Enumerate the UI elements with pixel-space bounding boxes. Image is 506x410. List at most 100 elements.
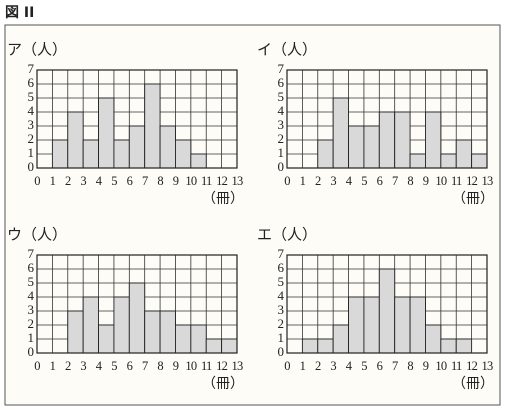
- y-tick-label: 0: [278, 159, 285, 174]
- y-tick-label: 6: [278, 75, 285, 90]
- x-tick-label: 6: [377, 359, 383, 373]
- bar: [175, 324, 192, 354]
- bar: [394, 296, 411, 354]
- bar: [113, 139, 130, 169]
- bar: [113, 296, 130, 354]
- y-tick-label: 1: [278, 145, 285, 160]
- bar: [409, 153, 426, 169]
- x-tick-label: 3: [80, 174, 86, 188]
- bar: [98, 324, 115, 354]
- x-tick-label: 4: [346, 359, 353, 373]
- x-tick-label: 11: [201, 359, 212, 373]
- plot-frame: [36, 69, 238, 169]
- x-tick-label: 2: [315, 174, 321, 188]
- bar: [301, 338, 319, 354]
- y-tick-label: 5: [278, 89, 285, 104]
- y-tick-label: 2: [28, 131, 35, 146]
- bar: [394, 111, 411, 169]
- bar: [440, 338, 457, 354]
- bar: [363, 125, 380, 169]
- x-tick-label: 10: [185, 359, 196, 373]
- x-tick-label: 12: [466, 359, 477, 373]
- y-tick-label: 4: [278, 288, 285, 303]
- y-tick-label: 3: [278, 302, 285, 317]
- bar: [159, 125, 176, 169]
- y-tick-label: 3: [278, 117, 285, 132]
- y-tick-label: 1: [28, 145, 35, 160]
- y-tick-label: 1: [278, 330, 285, 345]
- y-tick-label: 6: [28, 260, 35, 275]
- x-axis-label: （冊）: [452, 376, 494, 392]
- y-axis-label: イ（人）: [257, 41, 317, 59]
- x-tick-label: 9: [423, 359, 429, 373]
- bar: [221, 338, 238, 354]
- x-tick-label: 12: [466, 174, 477, 188]
- bar: [378, 111, 396, 169]
- bar: [190, 153, 207, 169]
- y-tick-label: 5: [28, 89, 35, 104]
- y-tick-label: 4: [278, 103, 285, 118]
- y-tick-label: 2: [28, 316, 35, 331]
- y-tick-label: 0: [278, 344, 285, 359]
- x-tick-label: 5: [361, 174, 367, 188]
- x-tick-label: 1: [50, 359, 56, 373]
- x-tick-label: 10: [185, 174, 196, 188]
- bar: [51, 139, 69, 169]
- bar: [332, 324, 349, 354]
- bar: [98, 97, 115, 169]
- y-tick-label: 3: [28, 117, 35, 132]
- x-tick-label: 5: [111, 174, 117, 188]
- x-tick-label: 12: [216, 174, 227, 188]
- y-axis-label: ア（人）: [7, 41, 67, 59]
- y-tick-label: 2: [278, 131, 285, 146]
- x-tick-label: 4: [96, 359, 103, 373]
- bar: [317, 139, 334, 169]
- y-axis-label: エ（人）: [257, 226, 317, 244]
- y-tick-label: 4: [28, 103, 35, 118]
- x-tick-label: 2: [65, 359, 71, 373]
- x-tick-label: 11: [201, 174, 212, 188]
- y-tick-label: 5: [28, 274, 35, 289]
- bar: [348, 296, 365, 354]
- y-axis-label: ウ（人）: [7, 226, 67, 244]
- x-tick-label: 8: [157, 359, 163, 373]
- y-tick-label: 6: [278, 260, 285, 275]
- bar: [425, 324, 442, 354]
- x-tick-label: 13: [232, 174, 243, 188]
- x-axis-label: （冊）: [202, 191, 244, 207]
- x-tick-label: 7: [392, 174, 398, 188]
- bar: [190, 324, 207, 354]
- x-tick-label: 1: [300, 174, 306, 188]
- x-tick-label: 5: [361, 359, 367, 373]
- y-tick-label: 3: [28, 302, 35, 317]
- bar: [144, 83, 161, 169]
- x-tick-label: 10: [435, 359, 446, 373]
- x-axis-label: （冊）: [452, 191, 494, 207]
- x-tick-label: 3: [330, 359, 336, 373]
- bar: [82, 139, 99, 169]
- y-tick-label: 2: [278, 316, 285, 331]
- y-tick-label: 0: [28, 344, 35, 359]
- y-tick-label: 7: [278, 61, 285, 76]
- bar: [471, 153, 488, 169]
- x-tick-label: 9: [423, 174, 429, 188]
- bar: [67, 111, 84, 169]
- y-tick-label: 7: [28, 246, 35, 261]
- x-tick-label: 8: [407, 174, 413, 188]
- y-tick-label: 6: [28, 75, 35, 90]
- plot-frame: [286, 69, 488, 169]
- y-tick-label: 0: [28, 159, 35, 174]
- x-tick-label: 1: [300, 359, 306, 373]
- x-tick-label: 13: [482, 174, 493, 188]
- x-tick-label: 0: [284, 174, 290, 188]
- bar: [159, 310, 176, 354]
- x-tick-label: 11: [451, 174, 462, 188]
- bar: [363, 296, 380, 354]
- bar: [440, 153, 457, 169]
- x-tick-label: 1: [50, 174, 56, 188]
- x-tick-label: 13: [482, 359, 493, 373]
- y-tick-label: 4: [28, 288, 35, 303]
- x-tick-label: 2: [315, 359, 321, 373]
- x-tick-label: 5: [111, 359, 117, 373]
